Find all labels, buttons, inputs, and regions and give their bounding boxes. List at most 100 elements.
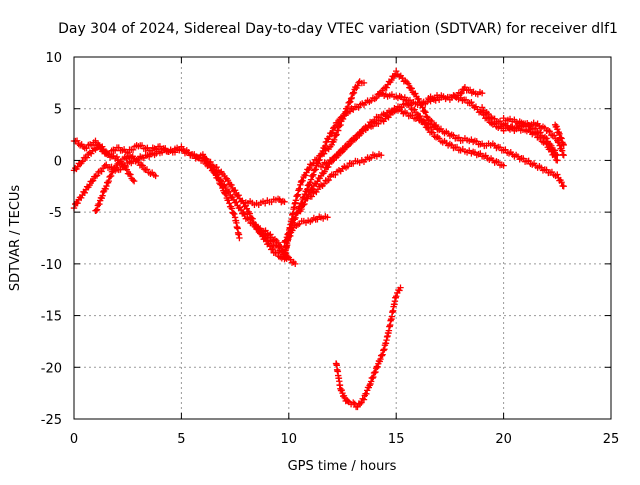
data-point bbox=[269, 245, 276, 253]
data-point bbox=[96, 200, 103, 208]
series-track-12 bbox=[317, 104, 567, 190]
data-point bbox=[369, 374, 376, 382]
data-point bbox=[222, 183, 229, 191]
x-tick-label: 15 bbox=[388, 432, 405, 447]
data-point bbox=[109, 168, 116, 175]
data-point bbox=[500, 162, 507, 169]
data-point bbox=[348, 94, 356, 102]
data-point bbox=[468, 98, 475, 106]
data-point bbox=[289, 219, 297, 226]
data-point bbox=[429, 129, 437, 136]
data-point bbox=[332, 171, 339, 179]
data-point bbox=[107, 172, 115, 180]
x-tick-label: 5 bbox=[177, 432, 185, 447]
data-point bbox=[236, 234, 243, 242]
data-point bbox=[309, 172, 316, 180]
series-track-1 bbox=[70, 137, 290, 262]
data-point bbox=[335, 127, 342, 134]
data-point bbox=[551, 147, 559, 154]
data-point bbox=[321, 142, 329, 150]
data-point bbox=[399, 74, 406, 82]
data-point bbox=[330, 157, 337, 164]
data-point bbox=[344, 397, 352, 405]
data-point bbox=[231, 210, 238, 218]
data-point bbox=[210, 166, 217, 173]
data-point bbox=[99, 192, 106, 199]
data-point bbox=[543, 140, 550, 147]
data-point bbox=[292, 260, 299, 268]
data-point bbox=[298, 205, 305, 213]
data-point bbox=[546, 128, 553, 135]
y-tick-label: -20 bbox=[41, 361, 62, 376]
data-point bbox=[237, 206, 245, 214]
data-point bbox=[401, 94, 408, 101]
data-point bbox=[228, 181, 235, 189]
y-tick-label: 10 bbox=[45, 51, 62, 66]
series-track-5 bbox=[199, 151, 299, 268]
series-track-3 bbox=[70, 141, 138, 185]
data-point bbox=[344, 103, 352, 111]
data-point bbox=[314, 178, 321, 185]
data-point bbox=[139, 162, 146, 169]
data-point bbox=[225, 188, 233, 196]
data-point bbox=[347, 95, 355, 102]
data-point bbox=[537, 129, 544, 136]
data-point bbox=[245, 216, 253, 223]
data-point bbox=[349, 90, 356, 98]
data-point bbox=[335, 119, 342, 126]
y-tick-label: -10 bbox=[41, 258, 62, 273]
data-point bbox=[233, 198, 240, 206]
data-point bbox=[320, 180, 328, 188]
series-track-2 bbox=[70, 143, 243, 242]
data-point bbox=[333, 131, 340, 138]
series-track-10 bbox=[296, 100, 507, 215]
x-tick-label: 20 bbox=[495, 432, 512, 447]
data-point bbox=[559, 140, 567, 148]
data-point bbox=[360, 79, 368, 87]
data-point bbox=[123, 166, 130, 173]
data-point bbox=[92, 137, 99, 144]
data-point bbox=[302, 172, 309, 179]
data-point bbox=[415, 95, 422, 103]
grid-layer bbox=[74, 57, 611, 419]
data-point bbox=[98, 168, 105, 175]
series-track-15 bbox=[478, 104, 561, 164]
data-point bbox=[350, 89, 358, 97]
data-point bbox=[393, 293, 400, 300]
data-point bbox=[74, 199, 81, 207]
data-point bbox=[520, 155, 527, 162]
data-point bbox=[287, 225, 294, 232]
data-point bbox=[310, 171, 317, 178]
data-point bbox=[103, 182, 110, 190]
data-point bbox=[113, 153, 121, 161]
data-point bbox=[274, 239, 282, 246]
series-track-11 bbox=[307, 150, 385, 200]
data-point bbox=[135, 158, 142, 166]
data-point bbox=[317, 181, 325, 189]
data-point bbox=[367, 378, 375, 385]
data-point bbox=[129, 146, 137, 154]
data-point bbox=[466, 86, 474, 94]
data-point bbox=[277, 242, 284, 250]
y-axis-label: SDTVAR / TECUs bbox=[8, 185, 23, 292]
data-point bbox=[104, 179, 112, 186]
y-tick-label: -25 bbox=[41, 413, 62, 428]
data-point bbox=[73, 137, 81, 144]
data-point bbox=[434, 133, 441, 141]
data-point bbox=[113, 164, 120, 171]
data-point bbox=[199, 151, 207, 158]
data-point bbox=[388, 76, 395, 84]
data-point bbox=[478, 90, 486, 97]
series-track-9 bbox=[281, 67, 443, 246]
data-point bbox=[324, 214, 331, 221]
data-point bbox=[215, 174, 222, 181]
tick-layer: 0 5 10 15 20 25 -25 -20 -15 -10 -5 0 5 10 bbox=[41, 51, 620, 447]
data-point bbox=[554, 157, 561, 164]
data-point bbox=[560, 183, 567, 190]
data-point bbox=[127, 171, 134, 178]
data-point bbox=[457, 90, 464, 97]
data-point bbox=[377, 355, 384, 363]
x-axis-label: GPS time / hours bbox=[288, 459, 397, 474]
